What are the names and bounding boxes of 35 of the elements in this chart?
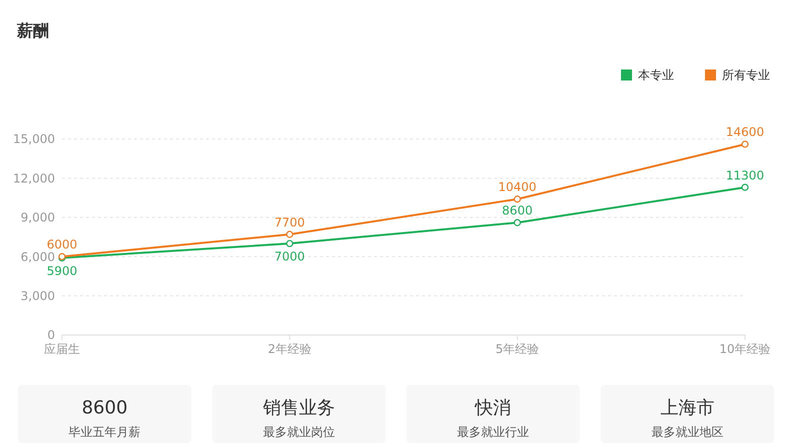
legend-label: 本专业 bbox=[638, 68, 674, 82]
text: 最多就业行业 bbox=[457, 425, 530, 440]
data-label: 14600 bbox=[726, 125, 764, 140]
y-tick-label: 3,000 bbox=[20, 289, 55, 303]
text: 快消 bbox=[474, 397, 512, 418]
text: 销售业务 bbox=[262, 397, 335, 418]
data-label: 11300 bbox=[726, 168, 764, 182]
text: 上海市 bbox=[660, 397, 714, 418]
text: 最多就业岗位 bbox=[262, 425, 335, 440]
x-tick-label: 5年经验 bbox=[496, 342, 540, 356]
text: 8600 bbox=[82, 397, 128, 418]
x-tick-label: 10年经验 bbox=[719, 342, 771, 356]
data-label: 5900 bbox=[46, 264, 78, 278]
text: 最多就业地区 bbox=[651, 425, 724, 440]
point bbox=[741, 184, 749, 191]
legend-label: 所有专业 bbox=[722, 68, 770, 82]
chart-title: 薪酬 bbox=[16, 21, 49, 40]
x-tick-label: 2年经验 bbox=[268, 342, 312, 356]
point bbox=[514, 196, 521, 203]
data-label: 8600 bbox=[502, 204, 533, 218]
data-label: 6000 bbox=[46, 238, 78, 252]
y-tick-label: 15,000 bbox=[13, 132, 55, 146]
data-label: 7000 bbox=[274, 250, 305, 264]
y-tick-label: 6,000 bbox=[20, 250, 55, 264]
y-tick-label: 9,000 bbox=[20, 210, 55, 225]
data-label: 7700 bbox=[274, 215, 305, 230]
y-tick-label: 0 bbox=[47, 328, 55, 342]
point bbox=[286, 230, 294, 238]
y-tick-label: 12,000 bbox=[13, 171, 55, 186]
point bbox=[741, 140, 749, 148]
point bbox=[286, 240, 294, 248]
x-tick-label: 应届生 bbox=[44, 342, 80, 356]
point bbox=[514, 219, 521, 226]
data-label: 10400 bbox=[498, 180, 536, 194]
text: 毕业五年月薪 bbox=[68, 425, 141, 440]
